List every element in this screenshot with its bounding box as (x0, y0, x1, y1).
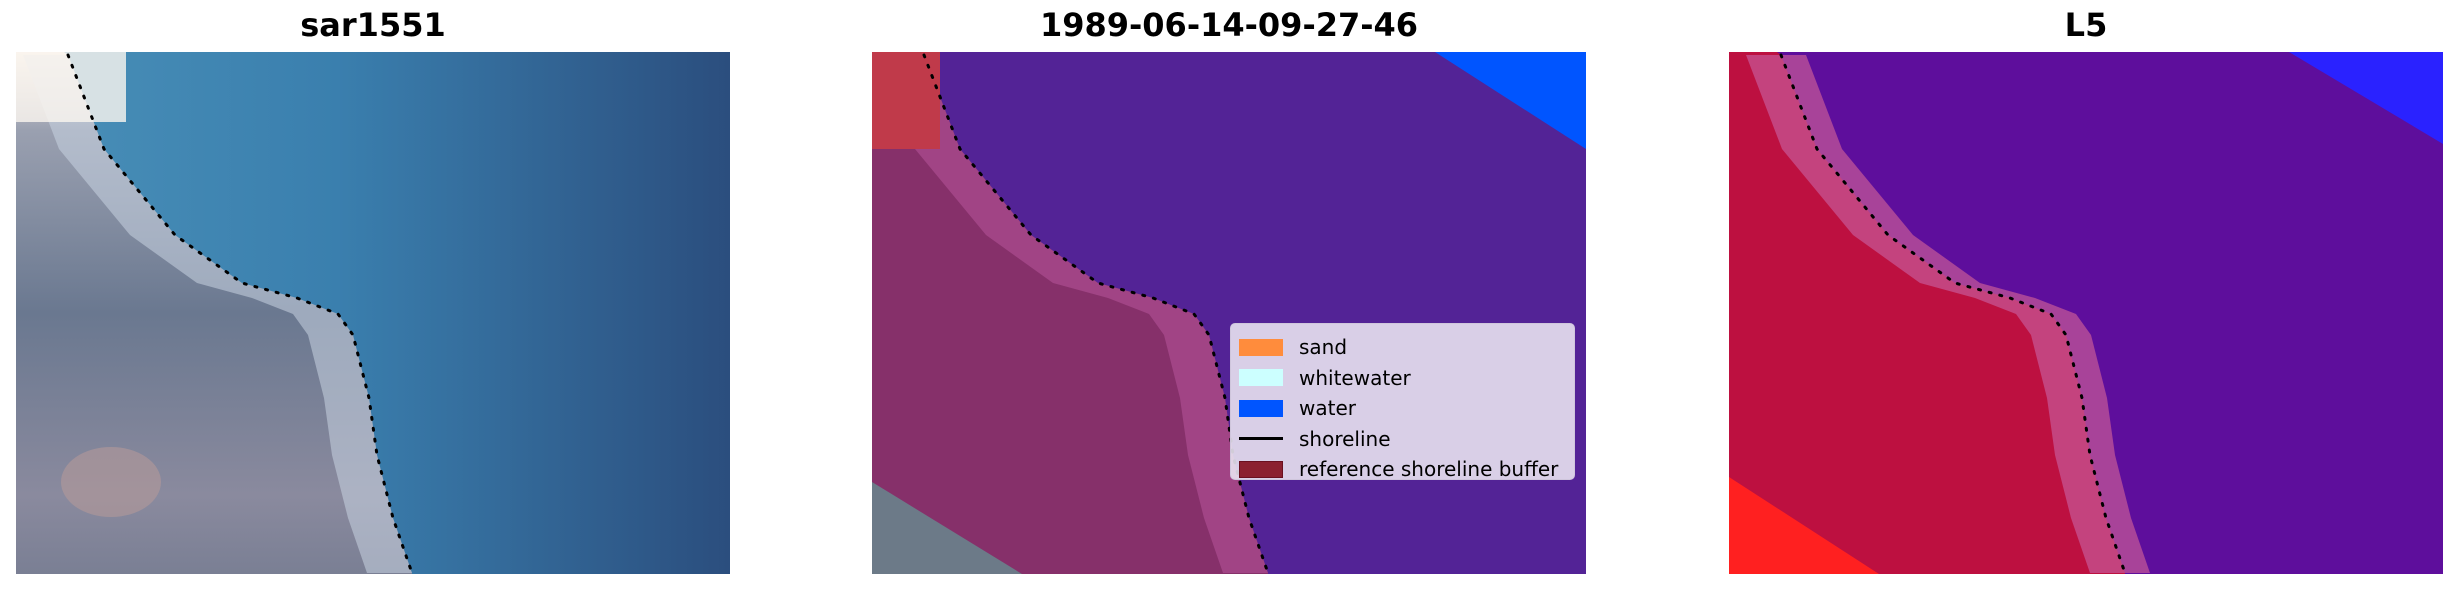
panel-index: L5 (1729, 6, 2443, 574)
buffer-zone (879, 55, 1268, 573)
legend-item-buffer: reference shoreline buffer (1239, 454, 1574, 485)
deep-water-class (1435, 52, 1586, 149)
other-class (872, 482, 1022, 574)
bright-sand (16, 52, 126, 122)
legend-item-water: water (1239, 393, 1574, 424)
panel-title: 1989-06-14-09-27-46 (1039, 6, 1419, 44)
shoreline-line-swatch (1239, 437, 1283, 441)
water-swatch (1239, 399, 1283, 417)
legend-item-shoreline: shoreline (1239, 424, 1574, 455)
legend-label: shoreline (1299, 426, 1391, 451)
legend: sand whitewater water shoreline referenc… (1230, 323, 1575, 481)
legend-item-sand: sand (1239, 332, 1574, 363)
transition-zone (1746, 55, 2150, 573)
rgb-image (16, 52, 730, 574)
whitewater-swatch (1239, 369, 1283, 387)
shoreline (922, 53, 1270, 574)
surf-zone (23, 55, 412, 573)
legend-label: whitewater (1299, 365, 1411, 390)
buffer-swatch (1239, 460, 1283, 478)
legend-item-whitewater: whitewater (1239, 363, 1574, 394)
panel-title: sar1551 (300, 6, 446, 44)
legend-label: water (1299, 396, 1356, 421)
sand-patch (61, 447, 161, 517)
shoreline (66, 53, 414, 574)
low-index (1729, 477, 1879, 574)
high-index (2289, 52, 2443, 144)
panel-rgb: sar1551 (16, 6, 730, 574)
legend-label: sand (1299, 335, 1348, 360)
sand-swatch (1239, 338, 1283, 356)
panel-title: L5 (2064, 6, 2108, 44)
classified-image (872, 52, 1586, 574)
index-image (1729, 52, 2443, 574)
legend-label: reference shoreline buffer (1299, 457, 1559, 482)
shoreline (1779, 53, 2127, 574)
panel-classified: 1989-06-14-09-27-46 sand whitewater wate… (872, 6, 1586, 574)
